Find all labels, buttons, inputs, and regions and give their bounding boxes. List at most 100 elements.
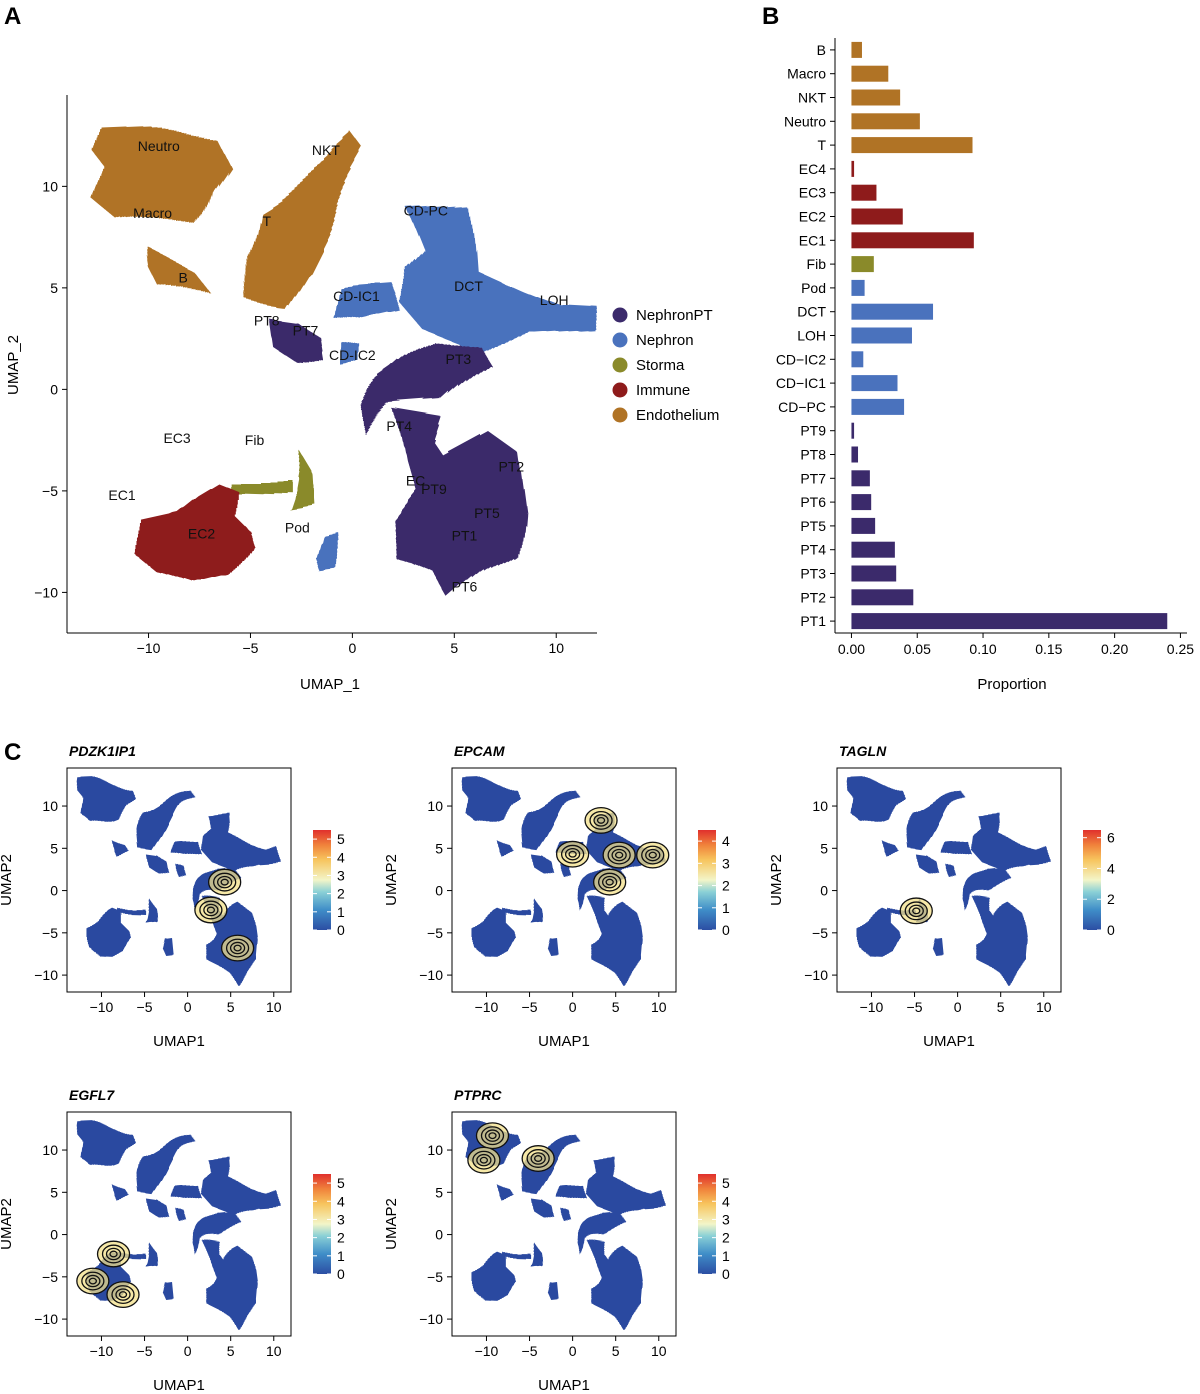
feature-y-axis-title: UMAP2 (383, 854, 400, 906)
umap-axes: −10 −5 0 5 10 −10 −5 0 5 10 (34, 95, 597, 656)
colorbar-label: 4 (337, 849, 345, 865)
plot-frame (66, 767, 292, 993)
category-label: PT5 (800, 518, 826, 534)
y-tick-label: −10 (419, 1311, 443, 1327)
x-tick-label: −10 (860, 999, 884, 1015)
cluster-region (159, 1152, 279, 1297)
category-label: PT6 (800, 494, 826, 510)
plot-frame (451, 1111, 677, 1337)
x-tick-label: −5 (907, 999, 923, 1015)
legend-swatch (612, 407, 628, 423)
colorbar-label: 4 (1107, 860, 1115, 876)
umap-x-axis-title: UMAP_1 (300, 676, 360, 693)
y-tick-label: 0 (50, 1227, 58, 1243)
x-tick-label: 10 (548, 640, 564, 656)
bar-ec2 (851, 208, 903, 225)
y-tick-label: 0 (820, 883, 828, 899)
x-tick-label: 0 (569, 999, 577, 1015)
cluster-region (467, 782, 573, 856)
x-tick-label: 5 (450, 640, 458, 656)
expression-contour (106, 1281, 140, 1309)
cluster-label-pt7: PT7 (293, 323, 319, 339)
bar-nkt (851, 89, 901, 106)
category-label: PT9 (800, 423, 826, 439)
cluster-label-neutro: Neutro (138, 138, 180, 154)
cluster-region (147, 1199, 259, 1324)
category-label: Neutro (784, 113, 826, 129)
colorbar (313, 1174, 331, 1274)
expression-contour (899, 897, 933, 925)
expression-contour (467, 1146, 501, 1174)
bar-x-tick-label: 0.10 (969, 641, 996, 657)
x-tick-label: 10 (651, 1343, 667, 1359)
feature-y-axis-title: UMAP2 (768, 854, 785, 906)
colorbar-label: 2 (722, 878, 730, 894)
category-label: EC1 (799, 232, 826, 248)
bar-neutro (851, 113, 920, 130)
category-label: PT3 (800, 566, 826, 582)
umap-y-axis-title: UMAP_2 (5, 335, 22, 395)
colorbar-label: 4 (722, 1193, 730, 1209)
y-tick-label: −10 (34, 584, 58, 600)
bar-fib (851, 256, 874, 273)
feature-x-axis-title: UMAP1 (153, 1033, 205, 1050)
x-tick-label: 5 (227, 1343, 235, 1359)
cluster-label-pt3: PT3 (446, 351, 472, 367)
category-label: NKT (798, 90, 826, 106)
expression-contour (584, 806, 618, 834)
y-tick-label: 10 (427, 798, 443, 814)
panel-label-c: C (4, 739, 21, 766)
cluster-label-pt5: PT5 (474, 505, 500, 521)
y-tick-label: −5 (42, 925, 58, 941)
feature-plots: PDZK1IP1−10 −5 0 5 10−10−50510UMAP1UMAP20123… (0, 743, 1115, 1394)
expression-contour (555, 840, 590, 868)
cluster-region (82, 1126, 188, 1200)
panel-label-b: B (762, 3, 779, 30)
expression-contour (602, 841, 636, 869)
expression-contour (76, 1267, 110, 1295)
x-tick-label: 0 (954, 999, 962, 1015)
colorbar (698, 1174, 716, 1274)
colorbar-label: 2 (722, 1230, 730, 1246)
x-tick-label: −5 (242, 640, 258, 656)
colorbar-label: 2 (337, 886, 345, 902)
cluster-region (502, 898, 540, 922)
y-tick-label: −5 (812, 925, 828, 941)
feature-plot-pdzk1ip1: PDZK1IP1 −10 −5 0 5 10 −10 −5 0 5 10 UMAP1 UMAP2 0 1 2 3… (0, 743, 345, 1050)
x-tick-label: −10 (137, 640, 161, 656)
bar-pt6 (851, 494, 872, 511)
x-tick-label: −5 (137, 999, 153, 1015)
colorbar-label: 0 (722, 1266, 730, 1282)
bar-pt2 (851, 589, 914, 606)
proportion-axis-title: Proportion (977, 676, 1046, 693)
cluster-region (181, 409, 273, 467)
y-tick-label: 0 (435, 883, 443, 899)
cluster-label-nkt: NKT (312, 142, 340, 158)
bar-x-tick-label: 0.15 (1035, 641, 1062, 657)
y-tick-label: −10 (419, 967, 443, 983)
category-label: CD−IC2 (776, 351, 826, 367)
cluster-label-pt6: PT6 (452, 578, 478, 594)
cluster-label-cd-pc: CD-PC (404, 203, 448, 219)
y-tick-label: −5 (427, 925, 443, 941)
cluster-legend: NephronPT Nephron Storma Immune Endothelium (612, 307, 719, 424)
bar-x-tick-label: 0.00 (838, 641, 865, 657)
cluster-region (502, 1242, 540, 1266)
cluster-region (285, 186, 577, 546)
proportion-bar-chart: B Macro NKT Neutro T EC4 EC3 EC2 EC1 Fib Pod DCT LOH… (776, 38, 1194, 657)
category-label: Pod (801, 280, 826, 296)
cluster-label-dct: DCT (454, 278, 483, 294)
cluster-label-ec2: EC2 (188, 526, 215, 542)
cluster-label-pt9: PT9 (421, 481, 447, 497)
bar-dct (851, 303, 934, 320)
colorbar-label: 4 (722, 833, 730, 849)
category-label: Fib (807, 256, 827, 272)
y-tick-label: −5 (42, 483, 58, 499)
bar-x-tick-label: 0.05 (904, 641, 931, 657)
bar-t (851, 137, 973, 154)
x-tick-label: −10 (90, 999, 114, 1015)
legend-label: Nephron (636, 332, 694, 349)
umap-cluster-plot: −10 −5 0 5 10 −10 −5 0 5 10 Neutro NKT Macro T B CD-PC… (34, 95, 597, 656)
expression-contour (475, 1122, 510, 1150)
